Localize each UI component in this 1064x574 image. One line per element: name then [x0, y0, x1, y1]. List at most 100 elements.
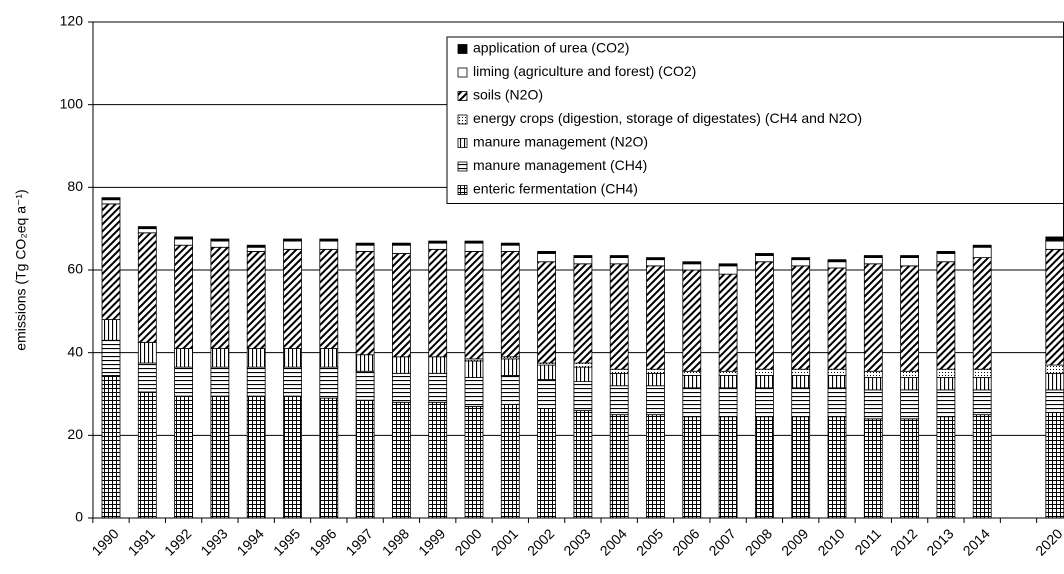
bar-segment [101, 203, 121, 320]
bar-segment [319, 238, 339, 242]
legend-label: liming (agriculture and forest) (CO2) [473, 63, 696, 79]
bar-segment [718, 370, 738, 376]
bar-segment [609, 257, 629, 265]
bar-segment [863, 370, 883, 378]
bar-segment [646, 372, 665, 387]
y-tick-label: 60 [67, 261, 83, 277]
bar-segment [428, 356, 448, 374]
bar-segment [972, 389, 992, 416]
bar-segment [319, 348, 339, 368]
bar-segment [718, 387, 738, 418]
bar-segment [609, 255, 629, 259]
bar-segment [246, 250, 266, 349]
bar-segment [609, 263, 629, 370]
bar-segment [246, 244, 266, 248]
bar-segment [900, 257, 919, 267]
bar-segment [863, 263, 883, 372]
bar-segment [827, 368, 847, 376]
bar-segment [355, 244, 375, 252]
legend-swatch [457, 114, 468, 125]
bar-segment [573, 255, 593, 259]
bar-segment [391, 242, 411, 246]
bar-segment [355, 370, 375, 401]
x-tick-label: 1994 [234, 525, 267, 558]
bar-segment [863, 377, 883, 391]
bar-segment [246, 348, 266, 368]
bar-segment [718, 374, 738, 389]
bar-segment [174, 244, 194, 349]
bar-segment [464, 250, 484, 360]
bar-segment [827, 387, 847, 418]
bar-segment [174, 366, 194, 397]
bar-segment [646, 259, 665, 267]
x-tick-label: 1998 [379, 525, 412, 558]
legend-swatch [457, 67, 468, 78]
x-tick-label: 1999 [415, 525, 448, 558]
bar-segment [101, 197, 121, 201]
y-tick-label: 0 [75, 509, 83, 525]
bar-segment [537, 253, 556, 263]
bar-segment [500, 244, 520, 252]
legend-swatch [457, 138, 468, 148]
bar-segment [319, 366, 339, 399]
bar-segment [137, 226, 157, 230]
bar-segment [755, 255, 774, 263]
bar-segment [537, 364, 556, 380]
bar-segment [246, 395, 266, 519]
y-tick-label: 100 [60, 95, 84, 111]
bar-segment [210, 366, 230, 397]
bar-segment [972, 244, 992, 248]
bar-segment [646, 368, 665, 374]
bar-segment [174, 238, 194, 246]
bar-segment [646, 257, 665, 261]
bar-segment [972, 377, 992, 391]
bar-segment [210, 240, 230, 248]
bar-segment [609, 414, 629, 519]
x-tick-label: 2004 [597, 525, 630, 558]
bar-segment [900, 370, 919, 378]
bar-segment [791, 368, 811, 376]
bar-segment [137, 362, 157, 393]
bar-segment [718, 263, 738, 267]
bar-segment [355, 242, 375, 246]
bar-segment [428, 248, 448, 358]
bar-segment [718, 416, 738, 519]
bar-segment [391, 356, 411, 374]
bar-segment [537, 379, 556, 409]
legend-box [446, 36, 1064, 204]
bar-segment [682, 374, 702, 389]
bar-segment [573, 362, 593, 368]
bar-segment [718, 265, 738, 275]
bar-segment [755, 387, 774, 418]
bar-segment [500, 242, 520, 246]
bar-segment [936, 389, 956, 418]
bar-segment [500, 358, 520, 376]
bar-segment [791, 265, 811, 370]
bar-segment [464, 405, 484, 519]
bar-segment [500, 403, 520, 519]
bar-segment [827, 261, 847, 269]
x-tick-label: 2001 [488, 525, 521, 558]
bar-segment [101, 374, 121, 519]
bar-segment [391, 372, 411, 403]
bar-segment [210, 238, 230, 242]
bar-segment [646, 265, 665, 370]
legend-label: soils (N2O) [473, 87, 543, 103]
bar-segment [573, 381, 593, 411]
bar-segment [900, 265, 919, 372]
legend-label: manure management (N2O) [473, 134, 648, 150]
bar-segment [1045, 372, 1064, 391]
bar-segment [101, 199, 121, 205]
x-tick-label: 1996 [306, 525, 339, 558]
bar-segment [573, 257, 593, 265]
bar-segment [682, 370, 702, 376]
bar-segment [428, 372, 448, 403]
bar-segment [863, 257, 883, 265]
bar-segment [682, 387, 702, 418]
x-tick-label: 1993 [197, 525, 230, 558]
bar-segment [428, 240, 448, 244]
bar-segment [972, 414, 992, 519]
bar-segment [755, 416, 774, 519]
bar-segment [355, 250, 375, 356]
